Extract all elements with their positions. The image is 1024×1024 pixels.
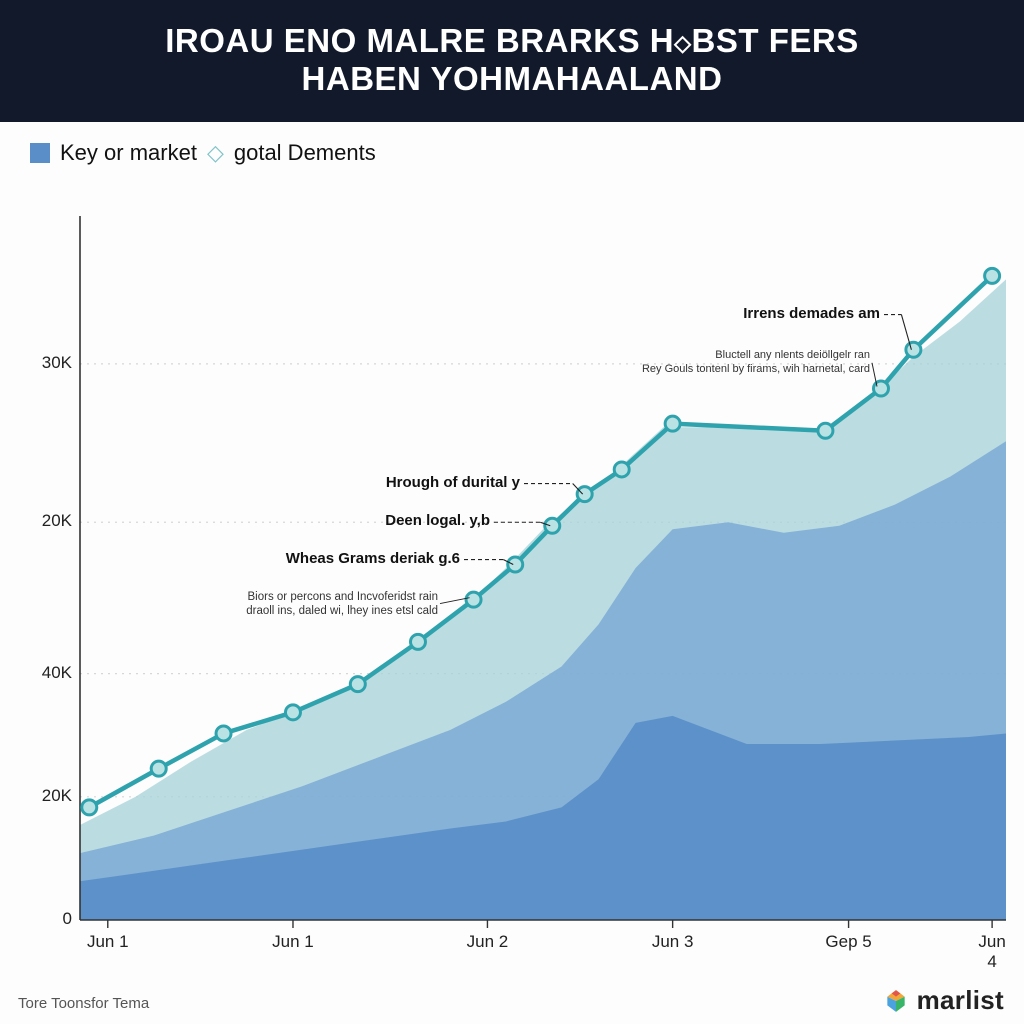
brand: marlist	[883, 985, 1004, 1016]
diamond-icon: ◇	[674, 31, 691, 56]
y-tick-label: 30K	[28, 353, 72, 373]
x-tick-label: Jun 1	[87, 932, 129, 952]
x-tick-label: Jun 4	[976, 932, 1008, 972]
y-tick-label: 40K	[28, 663, 72, 683]
chart-area: 30K20K40K20K0Jun 1Jun 1Jun 2Jun 3Gep 5Ju…	[0, 210, 1024, 964]
x-tick-label: Jun 3	[652, 932, 694, 952]
y-tick-label: 20K	[28, 786, 72, 806]
y-tick-label: 0	[28, 909, 72, 929]
diamond-small-icon: ◇	[207, 140, 224, 166]
footer-credit: Tore Toonsfor Tema	[18, 995, 149, 1012]
legend-text-b: gotal Dements	[234, 140, 376, 166]
title-bar: IROAU ENO MALRE BRARKS H◇BST FERS HABEN …	[0, 0, 1024, 122]
x-tick-label: Gep 5	[825, 932, 871, 952]
chart-annotation-note: Bluctell any nlents deiöllgelr ranRey Go…	[630, 349, 870, 377]
chart-annotation: Deen logal. y,b	[385, 512, 490, 529]
x-tick-label: Jun 1	[272, 932, 314, 952]
title-line-2: HABEN YOHMAHAALAND	[20, 60, 1004, 98]
brand-name: marlist	[917, 985, 1004, 1016]
chart-svg	[0, 210, 1024, 964]
x-tick-label: Jun 2	[467, 932, 509, 952]
chart-annotation: Hrough of durital y	[386, 474, 520, 491]
title-line-1a: IROAU ENO MALRE BRARKS H	[165, 22, 674, 59]
brand-logo-icon	[883, 988, 909, 1014]
title-line-1b: BST FERS	[692, 22, 859, 59]
y-tick-label: 20K	[28, 511, 72, 531]
chart-annotation: Irrens demades am	[743, 305, 880, 322]
legend: Key or market ◇ gotal Dements	[0, 122, 1024, 172]
chart-annotation-note: Biors or percons and Incvoferidst raindr…	[208, 590, 438, 619]
legend-swatch	[30, 143, 50, 163]
legend-text-a: Key or market	[60, 140, 197, 166]
chart-annotation: Wheas Grams deriak g.6	[286, 550, 460, 567]
title-line-1: IROAU ENO MALRE BRARKS H◇BST FERS	[20, 22, 1004, 60]
